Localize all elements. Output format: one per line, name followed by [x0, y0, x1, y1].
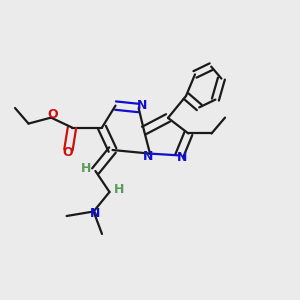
Text: O: O — [62, 146, 73, 160]
Text: H: H — [114, 183, 124, 196]
Text: N: N — [90, 207, 100, 220]
Text: O: O — [47, 107, 58, 121]
Text: N: N — [142, 150, 153, 163]
Text: N: N — [137, 99, 147, 112]
Text: N: N — [177, 151, 188, 164]
Text: H: H — [81, 162, 91, 175]
